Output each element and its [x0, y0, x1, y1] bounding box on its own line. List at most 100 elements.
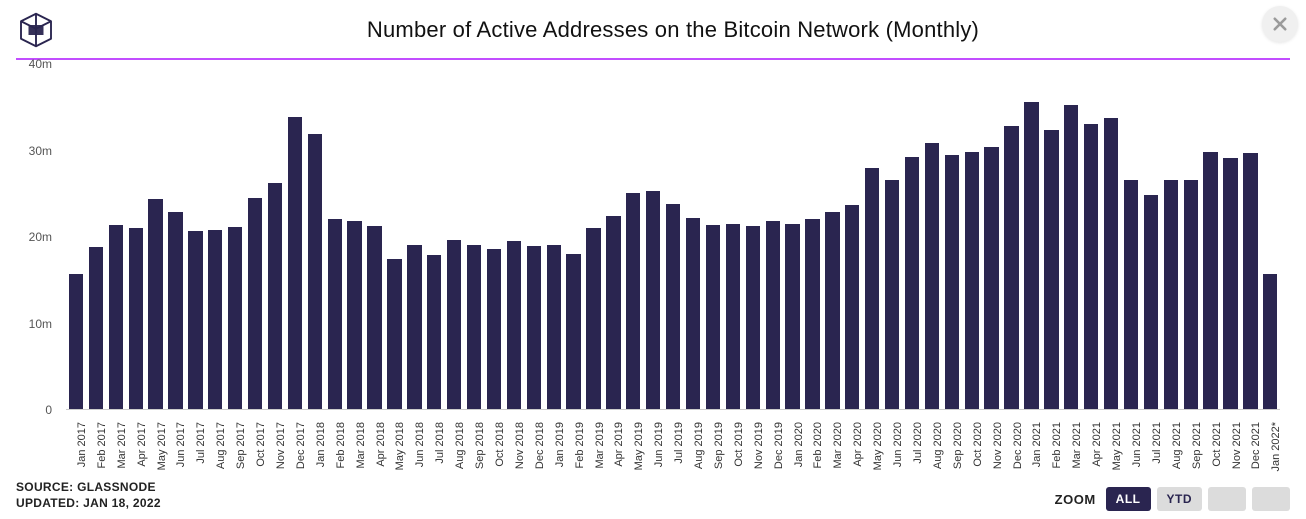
zoom-empty-button[interactable]: [1252, 487, 1290, 511]
bar[interactable]: [427, 255, 441, 409]
bar[interactable]: [766, 221, 780, 409]
x-label: Feb 2018: [335, 422, 347, 468]
x-label: Aug 2021: [1171, 422, 1183, 469]
x-label: Sep 2021: [1191, 422, 1203, 469]
bar[interactable]: [984, 147, 998, 409]
bar[interactable]: [1243, 153, 1257, 409]
bar[interactable]: [208, 230, 222, 409]
bar[interactable]: [825, 212, 839, 409]
bar[interactable]: [1044, 130, 1058, 409]
bar-slot: [265, 64, 285, 409]
bar[interactable]: [547, 245, 561, 409]
bar[interactable]: [387, 259, 401, 409]
bar[interactable]: [308, 134, 322, 409]
bar-slot: [1201, 64, 1221, 409]
bar[interactable]: [606, 216, 620, 409]
bar-slot: [484, 64, 504, 409]
bar[interactable]: [447, 240, 461, 409]
zoom-all-button[interactable]: ALL: [1106, 487, 1151, 511]
bar-slot: [922, 64, 942, 409]
bar-slot: [783, 64, 803, 409]
close-icon: [1271, 15, 1289, 33]
y-tick: 30m: [29, 144, 52, 158]
bar[interactable]: [487, 249, 501, 409]
zoom-ytd-button[interactable]: YTD: [1157, 487, 1203, 511]
x-label: Aug 2018: [454, 422, 466, 469]
x-label: Jul 2020: [912, 422, 924, 464]
x-label: Aug 2019: [693, 422, 705, 469]
bar[interactable]: [148, 199, 162, 409]
bar[interactable]: [905, 157, 919, 409]
x-label: Feb 2020: [812, 422, 824, 468]
bar[interactable]: [865, 168, 879, 410]
bar[interactable]: [626, 193, 640, 409]
bar[interactable]: [945, 155, 959, 409]
bar[interactable]: [168, 212, 182, 409]
bar[interactable]: [746, 226, 760, 409]
bar[interactable]: [248, 198, 262, 409]
bar[interactable]: [367, 226, 381, 409]
bar[interactable]: [885, 180, 899, 409]
bar[interactable]: [1004, 126, 1018, 409]
bar[interactable]: [69, 274, 83, 409]
bar[interactable]: [1223, 158, 1237, 409]
bar[interactable]: [1203, 152, 1217, 409]
bar-slot: [126, 64, 146, 409]
bar[interactable]: [467, 245, 481, 409]
bar[interactable]: [845, 205, 859, 409]
x-label: Apr 2017: [136, 422, 148, 467]
bar-slot: [325, 64, 345, 409]
bar[interactable]: [686, 218, 700, 409]
bar[interactable]: [726, 224, 740, 409]
bar[interactable]: [268, 183, 282, 409]
bar[interactable]: [527, 246, 541, 409]
bar[interactable]: [925, 143, 939, 410]
bar-slot: [1022, 64, 1042, 409]
bar-slot: [1041, 64, 1061, 409]
bar[interactable]: [188, 231, 202, 409]
bar[interactable]: [228, 227, 242, 409]
bar[interactable]: [1084, 124, 1098, 409]
bar[interactable]: [566, 254, 580, 409]
bar-slot: [902, 64, 922, 409]
x-label: Oct 2019: [733, 422, 745, 467]
bar[interactable]: [965, 152, 979, 409]
bar[interactable]: [347, 221, 361, 409]
bar[interactable]: [288, 117, 302, 409]
x-label: May 2020: [872, 422, 884, 470]
bar[interactable]: [1164, 180, 1178, 409]
bar[interactable]: [109, 225, 123, 409]
bar[interactable]: [1104, 118, 1118, 409]
chart-title: Number of Active Addresses on the Bitcoi…: [56, 17, 1290, 43]
bar[interactable]: [1263, 274, 1277, 409]
bar[interactable]: [407, 245, 421, 409]
x-label: Feb 2019: [574, 422, 586, 468]
bar[interactable]: [805, 219, 819, 409]
bar[interactable]: [646, 191, 660, 409]
zoom-empty-button[interactable]: [1208, 487, 1246, 511]
bar[interactable]: [328, 219, 342, 409]
bar[interactable]: [1144, 195, 1158, 409]
x-label: Jan 2021: [1031, 422, 1043, 467]
bar[interactable]: [785, 224, 799, 409]
y-axis: 010m20m30m40m: [16, 64, 58, 410]
bar[interactable]: [586, 228, 600, 409]
bar-slot: [1061, 64, 1081, 409]
bar-slot: [86, 64, 106, 409]
bar-slot: [703, 64, 723, 409]
bar[interactable]: [1024, 102, 1038, 409]
bar-slot: [185, 64, 205, 409]
bar[interactable]: [706, 225, 720, 409]
bar-slot: [225, 64, 245, 409]
bar[interactable]: [1064, 105, 1078, 409]
bar-slot: [205, 64, 225, 409]
bar[interactable]: [129, 228, 143, 409]
bar[interactable]: [666, 204, 680, 409]
bar[interactable]: [1124, 180, 1138, 409]
close-button[interactable]: [1262, 6, 1298, 42]
bar[interactable]: [507, 241, 521, 409]
bar[interactable]: [89, 247, 103, 409]
x-label: Apr 2018: [375, 422, 387, 467]
bar-slot: [524, 64, 544, 409]
bar[interactable]: [1184, 180, 1198, 409]
